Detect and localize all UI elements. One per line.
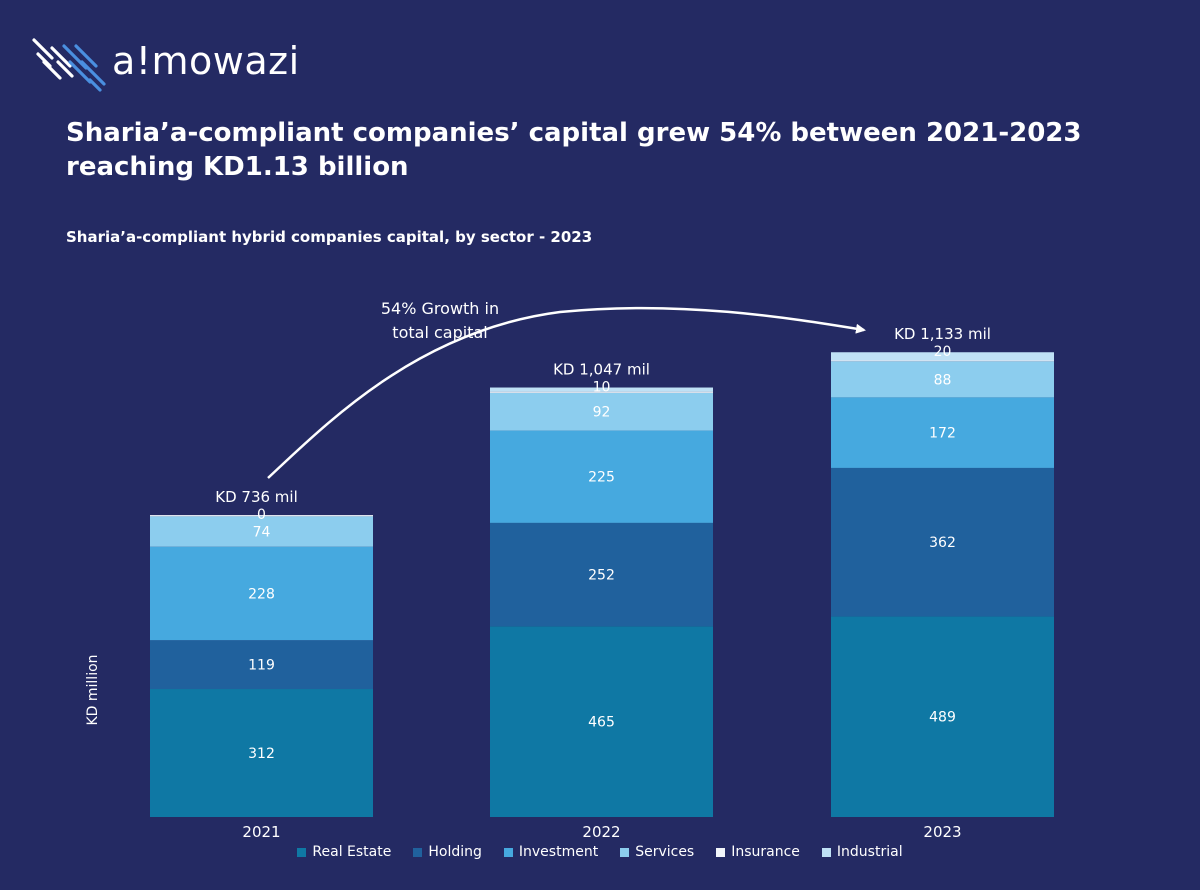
legend-swatch: [297, 847, 307, 857]
logo-mark-icon: [32, 38, 106, 92]
x-tick-label-2021: 2021: [242, 823, 280, 841]
legend-item-real-estate: Real Estate: [297, 844, 391, 860]
legend-item-industrial: Industrial: [821, 844, 903, 860]
growth-arrow: [267, 306, 866, 479]
legend-item-insurance: Insurance: [716, 844, 800, 860]
segment-label-industrial-2022: 10: [593, 380, 611, 396]
bar-segment-investment-2023: [831, 397, 1054, 468]
brand-logo: a!mowazi: [30, 32, 300, 96]
segment-label-holding-2023: 362: [929, 535, 956, 551]
bar-segment-insurance-2021: [150, 515, 373, 517]
bar-segment-investment-2022: [490, 430, 713, 523]
legend-item-services: Services: [620, 844, 694, 860]
segment-label-real-estate-2023: 489: [929, 710, 956, 726]
legend-label: Services: [635, 844, 695, 860]
segment-label-holding-2022: 252: [588, 568, 615, 584]
x-tick-label-2023: 2023: [923, 823, 961, 841]
legend-swatch: [620, 847, 630, 857]
chart-legend: Real Estate Holding Investment Services Insu…: [0, 844, 1200, 860]
bar-segment-holding-2022: [490, 522, 713, 627]
legend-label: Insurance: [731, 844, 800, 860]
legend-item-investment: Investment: [503, 844, 599, 860]
bar-segment-holding-2023: [831, 467, 1054, 617]
bar-total-label-2021: KD 736 mil: [215, 488, 298, 506]
bar-segment-investment-2021: [150, 546, 373, 641]
segment-label-real-estate-2022: 465: [588, 715, 615, 731]
page-title: Sharia’a-compliant companies’ capital gr…: [66, 118, 1082, 182]
segment-label-services-2023: 88: [934, 372, 952, 388]
segment-label-investment-2021: 228: [248, 586, 275, 602]
growth-annotation-line-1: 54% Growth in: [381, 299, 499, 318]
bar-total-label-2023: KD 1,133 mil: [894, 325, 991, 343]
chart-subtitle: Sharia’a-compliant hybrid companies capi…: [66, 228, 593, 246]
bar-segment-services-2022: [490, 392, 713, 431]
legend-label: Real Estate: [312, 844, 392, 860]
legend-swatch: [821, 847, 831, 857]
legend-swatch: [413, 847, 423, 857]
y-axis-label: KD million: [85, 654, 101, 725]
segment-label-industrial-2023: 20: [934, 344, 952, 360]
legend-label: Holding: [428, 844, 482, 860]
bar-segment-services-2023: [831, 361, 1054, 398]
legend-label: Industrial: [836, 844, 903, 860]
bars-layer: [150, 352, 1054, 817]
bar-segment-insurance-2022: [490, 391, 713, 393]
bar-segment-insurance-2023: [831, 360, 1054, 362]
bar-segment-real-estate-2023: [831, 616, 1054, 817]
segment-label-industrial-2021: 0: [257, 507, 266, 523]
bar-segment-real-estate-2022: [490, 626, 713, 817]
legend-swatch: [716, 847, 726, 857]
bar-total-label-2022: KD 1,047 mil: [553, 361, 650, 379]
segment-label-investment-2022: 225: [588, 470, 615, 486]
bar-segment-holding-2021: [150, 640, 373, 690]
legend-swatch: [503, 847, 513, 857]
legend-label: Investment: [518, 844, 599, 860]
segment-label-investment-2023: 172: [929, 426, 956, 442]
segment-label-services-2021: 74: [253, 525, 271, 541]
brand-name: a!mowazi: [112, 39, 300, 83]
x-tick-label-2022: 2022: [582, 823, 620, 841]
segment-label-holding-2021: 119: [248, 658, 275, 674]
legend-item-holding: Holding: [413, 844, 482, 860]
growth-annotation-line-2: total capital: [392, 323, 487, 342]
segment-label-services-2022: 92: [593, 405, 611, 421]
bar-segment-services-2021: [150, 516, 373, 547]
segment-label-real-estate-2021: 312: [248, 746, 275, 762]
bar-segment-real-estate-2021: [150, 689, 373, 817]
bar-segment-industrial-2022: [490, 387, 713, 392]
bar-segment-industrial-2023: [831, 352, 1054, 361]
